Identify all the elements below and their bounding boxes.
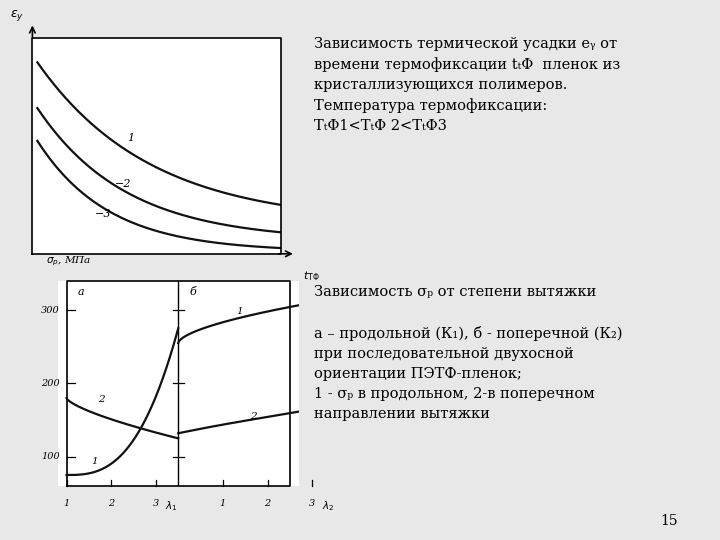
Text: $t_{\rm{T}\Phi}$: $t_{\rm{T}\Phi}$ [303, 269, 320, 283]
Text: $\lambda_2$: $\lambda_2$ [322, 499, 335, 513]
Text: 1: 1 [127, 133, 134, 144]
Text: −3: −3 [94, 209, 111, 219]
Text: Зависимость термической усадки eᵧ от
времени термофиксации tₜΦ  пленок из
криста: Зависимость термической усадки eᵧ от вре… [315, 37, 621, 133]
Text: 1: 1 [236, 307, 243, 316]
Text: 300: 300 [41, 306, 60, 315]
Text: 2: 2 [108, 499, 114, 508]
Text: Зависимость σₚ от степени вытяжки

а – продольной (К₁), б - поперечной (К₂)
при : Зависимость σₚ от степени вытяжки а – пр… [315, 286, 623, 421]
Text: $\sigma_p$, МПа: $\sigma_p$, МПа [46, 254, 91, 268]
Text: 3: 3 [309, 499, 315, 508]
Text: 2: 2 [264, 499, 271, 508]
Text: 2: 2 [98, 395, 104, 404]
Text: $\lambda_1$: $\lambda_1$ [165, 499, 177, 513]
Text: 15: 15 [661, 514, 678, 528]
Text: 200: 200 [41, 379, 60, 388]
Text: 1: 1 [63, 499, 70, 508]
Text: 2: 2 [250, 411, 256, 421]
Text: 1: 1 [91, 457, 98, 466]
Text: −2: −2 [114, 179, 131, 189]
Text: а: а [78, 287, 84, 298]
Text: 100: 100 [41, 452, 60, 461]
Text: 1: 1 [220, 499, 226, 508]
Text: б: б [189, 287, 196, 298]
Text: $\varepsilon_y$: $\varepsilon_y$ [11, 8, 24, 23]
Text: 3: 3 [153, 499, 159, 508]
